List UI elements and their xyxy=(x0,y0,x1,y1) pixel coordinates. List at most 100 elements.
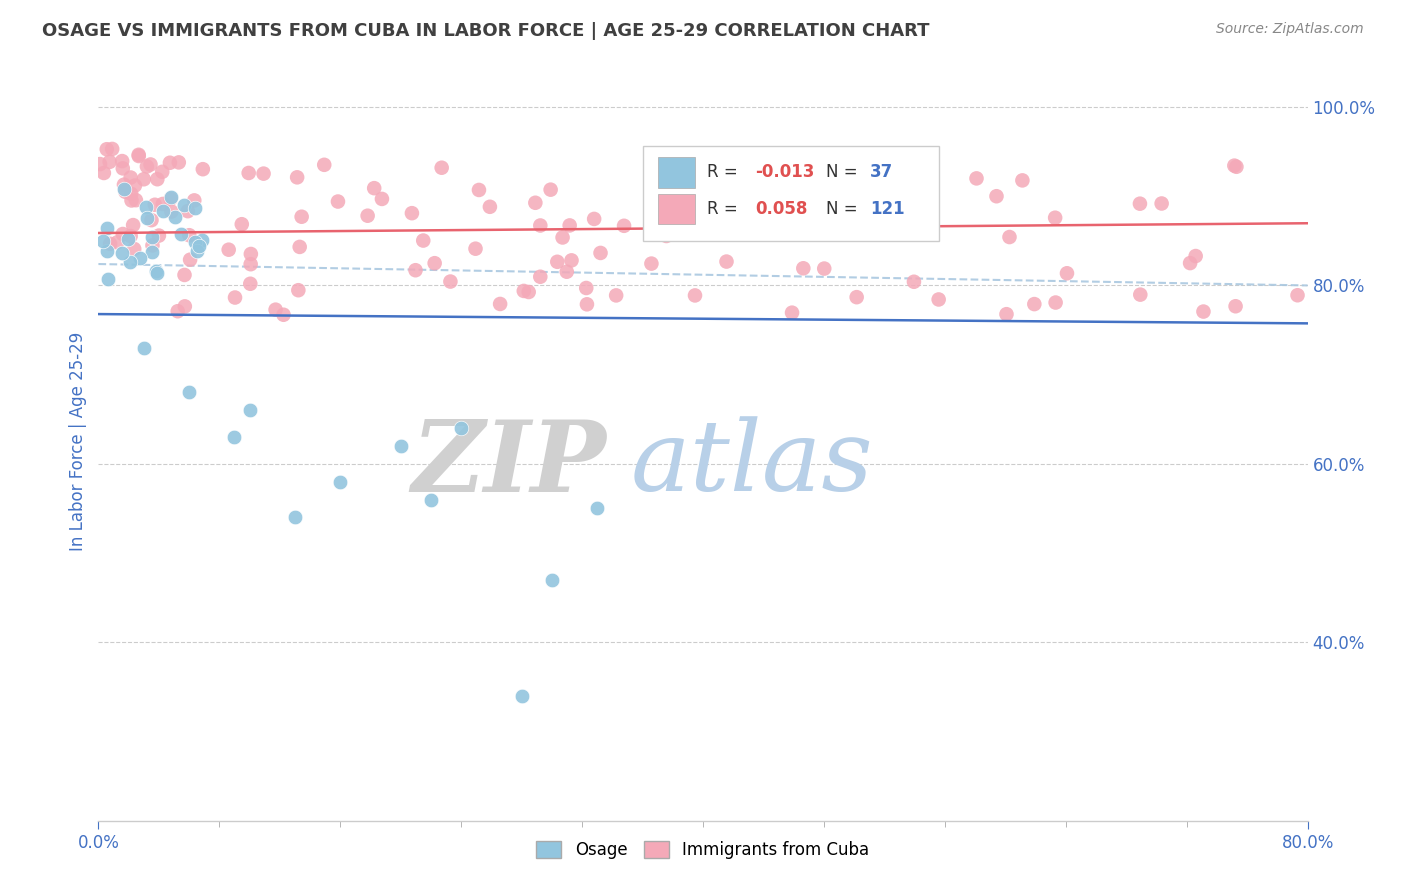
Point xyxy=(141,244,163,259)
Point xyxy=(145,263,167,277)
Point xyxy=(118,255,141,269)
Point xyxy=(716,254,738,268)
Point xyxy=(575,297,598,311)
Point xyxy=(96,244,118,259)
Point xyxy=(191,233,214,247)
Point xyxy=(264,302,287,317)
Point xyxy=(121,194,143,208)
Point xyxy=(356,209,378,223)
Point xyxy=(273,308,295,322)
Y-axis label: In Labor Force | Age 25-29: In Labor Force | Age 25-29 xyxy=(69,332,87,551)
Point xyxy=(371,192,394,206)
Point xyxy=(589,246,612,260)
Point xyxy=(184,202,207,216)
Point xyxy=(540,183,562,197)
Point xyxy=(114,185,136,199)
Point xyxy=(173,299,195,313)
Point xyxy=(91,234,114,248)
Point xyxy=(1286,288,1309,302)
Point xyxy=(132,172,155,186)
Point xyxy=(141,238,163,252)
Point xyxy=(148,228,170,243)
Point xyxy=(1223,159,1246,173)
Point xyxy=(218,243,240,257)
Point xyxy=(173,198,195,212)
Point xyxy=(287,283,309,297)
Point xyxy=(529,269,551,284)
FancyBboxPatch shape xyxy=(643,145,939,241)
Point xyxy=(845,290,868,304)
Text: 37: 37 xyxy=(870,163,893,181)
Point xyxy=(489,297,512,311)
Point xyxy=(128,149,150,163)
Point xyxy=(513,284,536,298)
Point xyxy=(813,261,835,276)
Point xyxy=(170,227,193,241)
Point xyxy=(125,193,148,207)
Point xyxy=(510,689,533,703)
Point xyxy=(478,200,501,214)
Point xyxy=(439,275,461,289)
Point xyxy=(998,230,1021,244)
Point xyxy=(827,169,849,184)
Point xyxy=(141,213,163,227)
Point xyxy=(412,234,434,248)
Point xyxy=(179,252,201,267)
Point xyxy=(112,178,135,192)
Text: Source: ZipAtlas.com: Source: ZipAtlas.com xyxy=(1216,22,1364,37)
Point xyxy=(96,142,118,156)
FancyBboxPatch shape xyxy=(658,194,695,224)
Point xyxy=(551,230,574,244)
Point xyxy=(420,492,443,507)
Point xyxy=(683,288,706,302)
Point xyxy=(239,247,262,261)
Point xyxy=(93,166,115,180)
Point xyxy=(839,164,862,178)
Point xyxy=(159,155,181,169)
Point xyxy=(105,235,128,250)
Point xyxy=(1225,160,1247,174)
Point xyxy=(529,219,551,233)
Point xyxy=(143,198,166,212)
Text: -0.013: -0.013 xyxy=(755,163,814,181)
Point xyxy=(285,170,308,185)
Point xyxy=(152,203,174,218)
Point xyxy=(517,285,540,299)
Point xyxy=(524,195,547,210)
Point xyxy=(150,165,173,179)
Point xyxy=(792,261,814,276)
Point xyxy=(655,229,678,244)
Point xyxy=(326,194,349,209)
Point xyxy=(329,475,352,489)
Point xyxy=(146,172,169,186)
Point xyxy=(139,157,162,171)
Point xyxy=(117,232,139,246)
Point xyxy=(98,154,121,169)
Point xyxy=(1225,299,1247,313)
Point xyxy=(986,189,1008,203)
Point xyxy=(89,157,111,171)
Point xyxy=(122,218,145,232)
Point xyxy=(159,190,181,204)
Text: R =: R = xyxy=(707,200,742,218)
Point xyxy=(363,181,385,195)
Point xyxy=(191,162,214,177)
Text: R =: R = xyxy=(707,163,742,181)
Point xyxy=(173,268,195,282)
Point xyxy=(224,430,246,444)
Point xyxy=(560,253,582,268)
Point xyxy=(177,204,200,219)
Point xyxy=(101,142,124,156)
Point xyxy=(135,160,157,174)
Text: OSAGE VS IMMIGRANTS FROM CUBA IN LABOR FORCE | AGE 25-29 CORRELATION CHART: OSAGE VS IMMIGRANTS FROM CUBA IN LABOR F… xyxy=(42,22,929,40)
Text: N =: N = xyxy=(827,163,863,181)
Point xyxy=(111,161,134,176)
Text: 121: 121 xyxy=(870,200,904,218)
Point xyxy=(146,267,169,281)
Point xyxy=(546,254,568,268)
Point xyxy=(128,148,150,162)
Point xyxy=(1129,287,1152,301)
Point xyxy=(96,221,118,235)
Point xyxy=(423,256,446,270)
Point xyxy=(152,197,174,211)
